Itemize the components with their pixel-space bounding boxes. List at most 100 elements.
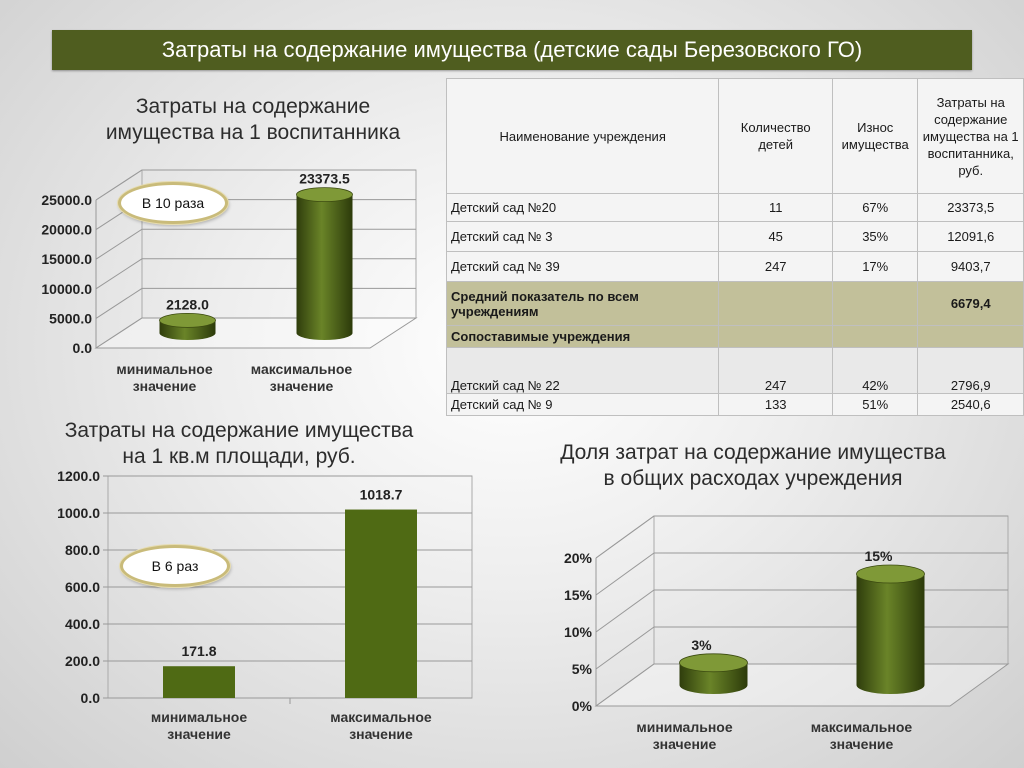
chart1-ytick-label: 25000.0 (41, 192, 92, 208)
row-name: Детский сад №20 (445, 193, 720, 222)
chart1-category-label-line: минимальное (116, 361, 212, 377)
row-children: 247 (718, 251, 833, 282)
chart1-ytick-label: 20000.0 (41, 222, 92, 238)
chart1-category-label-line: значение (133, 378, 197, 394)
row-children: 247 (718, 347, 833, 394)
chart1-title: Затраты на содержание имущества на 1 вос… (88, 94, 418, 146)
table-row: Детский сад №20 11 67% 23373,5 (445, 193, 1024, 222)
chart2-title: Затраты на содержание имущества на 1 кв.… (34, 418, 444, 470)
chart2-ytick-label: 1200.0 (57, 468, 100, 484)
chart1-bar (296, 194, 353, 340)
chart3-category-label: максимальное значение (811, 719, 913, 752)
chart2-ytick-label: 600.0 (65, 579, 100, 595)
chart3-data-label: 15% (864, 548, 893, 564)
row-children: 45 (718, 221, 833, 252)
chart3-ytick-label: 15% (564, 587, 593, 603)
row-name: Детский сад № 9 (445, 393, 720, 416)
chart3-category-label-line: максимальное (811, 719, 913, 735)
table-header-row: Наименование учреждения Количество детей… (445, 78, 1024, 194)
row-children: 11 (718, 193, 833, 222)
chart2-category-label-line: значение (349, 726, 413, 742)
chart3-category-label: минимальное значение (636, 719, 732, 752)
table-row: Детский сад № 39 247 17% 9403,7 (445, 251, 1024, 282)
row-name: Детский сад № 22 (445, 347, 720, 394)
row-children: 133 (718, 393, 833, 416)
chart2-bar (345, 509, 417, 698)
row-cost: 2540,6 (917, 393, 1024, 416)
header-cost: Затраты на содержание имущества на 1 вос… (917, 78, 1024, 194)
row-name: Детский сад № 39 (445, 251, 720, 282)
row-wear: 51% (831, 393, 919, 416)
chart2-title-line1: Затраты на содержание имущества (64, 419, 414, 442)
chart2-data-label: 1018.7 (360, 487, 403, 503)
row-wear: 67% (831, 193, 919, 222)
chart1-category-label: максимальное значение (251, 361, 353, 394)
chart2-category-label: минимальное значение (151, 709, 247, 742)
chart2-title-line2: на 1 кв.м площади, руб. (122, 445, 356, 468)
chart3-ytick-label: 5% (572, 661, 593, 677)
chart2-category-label-line: значение (167, 726, 231, 742)
chart1-ytick-label: 10000.0 (41, 281, 92, 297)
average-children (718, 281, 833, 326)
chart2-data-label: 171.8 (181, 643, 216, 659)
row-cost: 2796,9 (917, 347, 1024, 394)
table-row: Детский сад № 22 247 42% 2796,9 (445, 347, 1024, 394)
chart1-data-label: 23373.5 (299, 171, 350, 187)
chart1-category-label: минимальное значение (116, 361, 212, 394)
chart3-ytick-label: 0% (572, 698, 593, 714)
header-wear: Износ имущества (831, 78, 919, 194)
average-label: Средний показатель по всем учреждениям (445, 281, 720, 326)
chart3-category-label-line: значение (653, 736, 717, 752)
chart1-ratio-callout: В 10 раза (118, 182, 228, 224)
slide-title: Затраты на содержание имущества (детские… (52, 30, 972, 70)
chart3-gridline (595, 515, 1008, 559)
table-row: Детский сад № 9 133 51% 2540,6 (445, 393, 1024, 416)
chart1-gridline (95, 169, 416, 201)
chart1-ytick-label: 0.0 (73, 340, 93, 356)
chart3-category-label-line: значение (830, 736, 894, 752)
chart1-bar-top (159, 313, 216, 328)
chart3-floor (594, 663, 1010, 707)
chart2-ratio-callout: В 6 раз (120, 545, 230, 587)
chart3-ytick-label: 10% (564, 624, 593, 640)
institutions-table: Наименование учреждения Количество детей… (445, 78, 1024, 416)
comparable-label: Сопоставимые учреждения (445, 325, 720, 348)
chart2-category-label-line: максимальное (330, 709, 432, 725)
chart3-bar (856, 574, 925, 694)
row-wear: 42% (831, 347, 919, 394)
chart2-ytick-label: 1000.0 (57, 505, 100, 521)
chart3-category-label-line: минимальное (636, 719, 732, 735)
chart3-gridline (595, 552, 1008, 596)
header-institution: Наименование учреждения (445, 78, 720, 194)
chart1-ytick-label: 15000.0 (41, 251, 92, 267)
row-wear: 35% (831, 221, 919, 252)
chart2-ytick-label: 200.0 (65, 653, 100, 669)
chart1-ytick-label: 5000.0 (49, 310, 92, 326)
chart3-gridline (595, 626, 1008, 670)
chart3-title: Доля затрат на содержание имущества в об… (530, 440, 976, 492)
chart3-bar-top (856, 564, 925, 584)
table-row: Детский сад № 3 45 35% 12091,6 (445, 221, 1024, 252)
chart2-ytick-label: 0.0 (81, 690, 101, 706)
chart1-title-line2: имущества на 1 воспитанника (105, 121, 401, 144)
chart1-data-label: 2128.0 (166, 296, 209, 312)
chart1-category-label-line: максимальное (251, 361, 353, 377)
chart3-title-line2: в общих расходах учреждения (603, 467, 903, 490)
chart1-category-label-line: значение (270, 378, 334, 394)
chart2-category-label-line: минимальное (151, 709, 247, 725)
chart2-ytick-label: 400.0 (65, 616, 100, 632)
row-cost: 23373,5 (917, 193, 1024, 222)
row-cost: 9403,7 (917, 251, 1024, 282)
chart1-title-line1: Затраты на содержание (135, 95, 371, 118)
header-children: Количество детей (718, 78, 833, 194)
chart3-data-label: 3% (691, 637, 712, 653)
chart3-gridline (595, 589, 1008, 633)
chart3-bar-top (679, 653, 748, 673)
chart1-bar-top (296, 187, 353, 203)
average-cost: 6679,4 (917, 281, 1024, 326)
chart2-bar (163, 666, 235, 698)
row-cost: 12091,6 (917, 221, 1024, 252)
